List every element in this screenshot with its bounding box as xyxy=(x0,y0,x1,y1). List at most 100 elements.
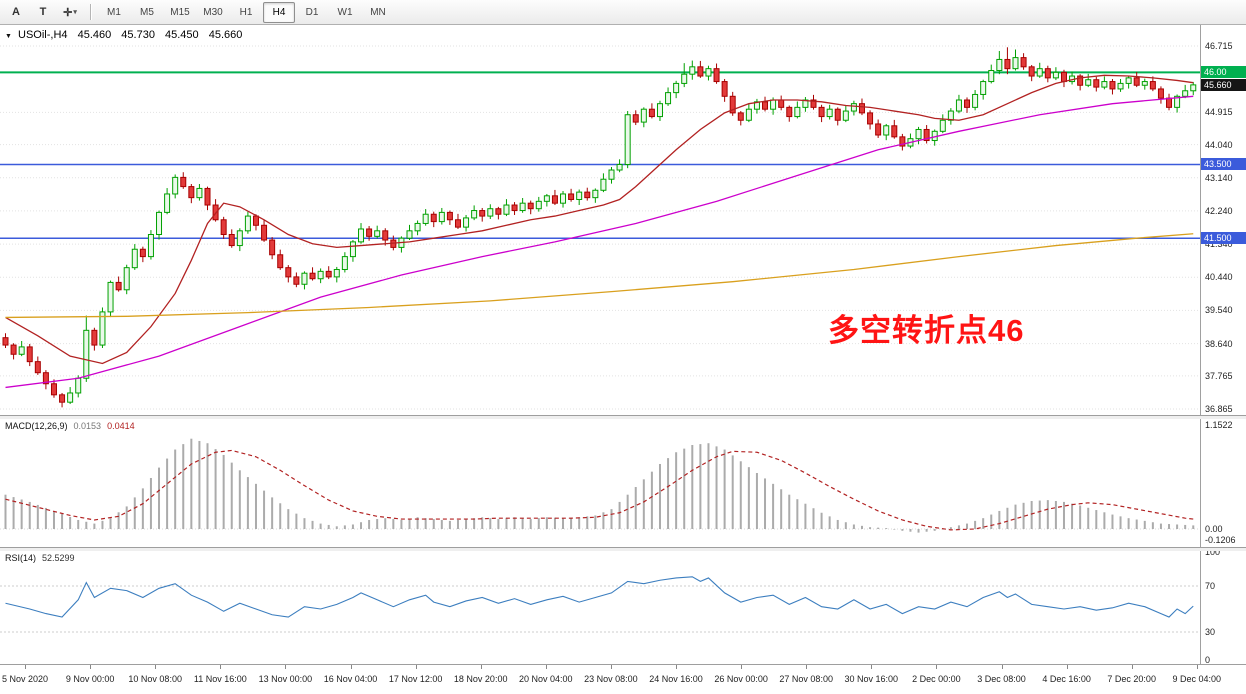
time-label: 7 Dec 20:00 xyxy=(1107,674,1156,684)
time-tick-mark xyxy=(936,665,938,669)
dropdown-caret-icon: ▾ xyxy=(73,9,77,16)
macd-signal-line xyxy=(5,449,1194,531)
time-tick-mark xyxy=(871,665,873,669)
timeframe-h1-button[interactable]: H1 xyxy=(239,6,253,18)
timeframe-m5-button[interactable]: M5 xyxy=(140,6,154,18)
time-tick-mark xyxy=(1001,665,1003,669)
symbol-title: USOil-,H4 xyxy=(18,29,68,41)
time-tick-mark xyxy=(1196,665,1198,669)
ohlc-high: 45.730 xyxy=(121,29,155,41)
time-tick-mark xyxy=(220,665,222,669)
time-tick-mark xyxy=(1066,665,1068,669)
timeframe-w1-button[interactable]: W1 xyxy=(337,6,353,18)
rsi-axis-label: 100 xyxy=(1205,547,1221,557)
time-label: 9 Nov 00:00 xyxy=(65,674,115,684)
macd-axis-label: -0.1206 xyxy=(1205,534,1236,545)
time-tick-mark xyxy=(25,665,26,669)
timeframe-group: M1 M5 M15 M30 H1 H4 D1 W1 MN xyxy=(98,1,394,23)
time-label: 23 Nov 08:00 xyxy=(584,674,638,684)
time-tick-mark xyxy=(741,665,743,669)
macd-value: 0.0153 xyxy=(73,421,102,431)
ohlc-open: 45.460 xyxy=(77,29,112,41)
objects-tool-button[interactable]: ✛ ▾ xyxy=(63,6,77,19)
time-axis[interactable]: 5 Nov 2020 9 Nov 00:00 10 Nov 08:00 11 Nov … xyxy=(0,664,1246,694)
pane-splitter-macd[interactable] xyxy=(0,415,1246,419)
ohlc-low: 45.450 xyxy=(165,29,199,41)
price-line-badge: 43.500 xyxy=(1201,158,1246,171)
macd-axis-label: 1.1522 xyxy=(1205,419,1233,430)
symbol-header: ▼ USOil-,H4 45.460 45.730 45.450 45.660 xyxy=(5,29,249,41)
timeframe-m30-button[interactable]: M30 xyxy=(203,6,223,18)
time-tick-mark xyxy=(1131,665,1133,669)
price-tick-label: 38.640 xyxy=(1205,338,1233,349)
rsi-pane xyxy=(0,576,1200,633)
price-tick-label: 44.915 xyxy=(1205,107,1233,118)
time-tick-mark xyxy=(545,665,547,669)
time-tick-mark xyxy=(415,665,417,669)
time-label: 24 Nov 16:00 xyxy=(649,674,703,684)
pane-splitter-rsi[interactable] xyxy=(0,547,1246,551)
candles-layer xyxy=(2,47,1197,408)
timeframe-d1-button[interactable]: D1 xyxy=(305,6,319,18)
cursor-tool-button[interactable]: A xyxy=(12,6,20,18)
time-label: 17 Nov 12:00 xyxy=(388,674,443,684)
rsi-value: 52.5299 xyxy=(42,553,75,563)
time-label: 10 Nov 08:00 xyxy=(128,674,182,684)
time-label: 18 Nov 20:00 xyxy=(453,674,508,684)
time-tick-mark xyxy=(285,665,287,669)
price-axis[interactable]: 46.71544.91544.04043.14042.24041.34040.4… xyxy=(1200,25,1246,665)
ma-slow-orange-line xyxy=(5,233,1194,319)
time-tick-mark xyxy=(155,665,157,669)
toolbar: A T ✛ ▾ M1 M5 M15 M30 H1 H4 D1 W1 MN xyxy=(0,0,1246,25)
price-tick-label: 43.140 xyxy=(1205,172,1233,183)
time-tick-mark xyxy=(676,665,677,669)
macd-name: MACD(12,26,9) xyxy=(5,421,68,431)
ohlc-close: 45.660 xyxy=(208,29,243,41)
collapse-icon[interactable]: ▼ xyxy=(5,33,12,40)
rsi-indicator-label: RSI(14) 52.5299 xyxy=(5,553,81,563)
price-gridlines xyxy=(0,45,1200,410)
rsi-axis-label: 30 xyxy=(1205,627,1216,637)
price-tick-label: 40.440 xyxy=(1205,272,1233,283)
time-label: 20 Nov 04:00 xyxy=(519,674,573,684)
time-label: 4 Dec 16:00 xyxy=(1042,674,1091,684)
macd-signal-value: 0.0414 xyxy=(107,421,135,431)
macd-axis-label: 0.00 xyxy=(1205,524,1223,534)
time-label: 26 Nov 00:00 xyxy=(714,674,768,684)
time-tick-mark xyxy=(480,665,482,669)
chart-canvas[interactable] xyxy=(0,25,1200,694)
macd-pane xyxy=(0,438,1200,533)
time-tick-mark xyxy=(350,665,352,669)
ma-fast-red-line xyxy=(5,74,1194,365)
price-line-badge: 46.00 xyxy=(1201,66,1246,79)
chart-region: ▼ USOil-,H4 45.460 45.730 45.450 45.660 … xyxy=(0,25,1246,694)
rsi-axis-label: 70 xyxy=(1205,581,1216,591)
rsi-line xyxy=(5,576,1194,618)
time-label: 11 Nov 16:00 xyxy=(193,674,247,684)
time-label: 16 Nov 04:00 xyxy=(323,674,378,684)
price-tick-label: 36.865 xyxy=(1205,404,1233,414)
time-label: 13 Nov 00:00 xyxy=(258,674,313,684)
macd-indicator-label: MACD(12,26,9) 0.0153 0.0414 xyxy=(5,421,141,431)
price-line-badge: 41.500 xyxy=(1201,232,1246,245)
text-tool-button[interactable]: T xyxy=(39,6,47,18)
timeframe-m15-button[interactable]: M15 xyxy=(170,6,190,18)
price-tick-label: 46.715 xyxy=(1205,41,1233,51)
current-price-badge: 45.660 xyxy=(1201,78,1246,91)
toolbar-separator xyxy=(90,4,91,20)
toolbar-tools: A T ✛ ▾ xyxy=(3,2,83,23)
rsi-axis-label: 0 xyxy=(1205,655,1211,665)
rsi-name: RSI(14) xyxy=(5,553,37,563)
timeframe-mn-button[interactable]: MN xyxy=(370,6,386,18)
chart-annotation[interactable]: 多空转折点46 xyxy=(828,313,1025,348)
time-tick-mark xyxy=(610,665,612,669)
timeframe-m1-button[interactable]: M1 xyxy=(107,6,121,18)
time-label: 2 Dec 00:00 xyxy=(912,674,961,684)
horizontal-line-objects[interactable] xyxy=(0,71,1200,239)
time-label: 30 Nov 16:00 xyxy=(844,674,899,684)
timeframe-h4-button[interactable]: H4 xyxy=(263,1,295,23)
time-label: 27 Nov 08:00 xyxy=(779,674,833,684)
time-label: 9 Dec 04:00 xyxy=(1172,674,1222,684)
price-tick-label: 44.040 xyxy=(1205,139,1233,150)
